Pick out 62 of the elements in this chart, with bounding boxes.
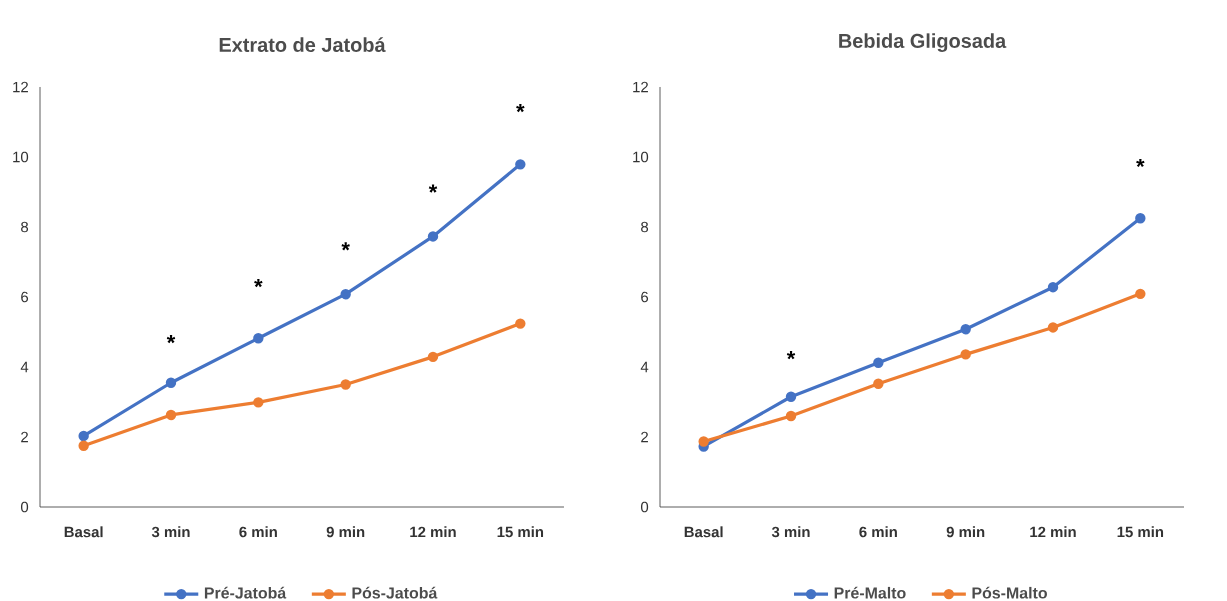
y-tick-label: 12 xyxy=(13,81,28,93)
point xyxy=(253,333,264,344)
point xyxy=(785,391,797,402)
y-tick-label: 6 xyxy=(21,291,29,303)
y-tick-label: 8 xyxy=(21,221,29,233)
legend-label: Pré-Jatobá xyxy=(204,586,287,599)
point xyxy=(165,377,177,388)
point xyxy=(1047,322,1059,333)
legend-label: Pós-Jatobá xyxy=(352,586,438,599)
point xyxy=(698,436,709,447)
x-tick-label: 6 min xyxy=(239,526,277,538)
x-tick-label: 9 min xyxy=(326,526,365,538)
y-tick-label: 6 xyxy=(641,291,649,303)
x-tick-label: Basal xyxy=(64,526,103,538)
point xyxy=(340,379,351,390)
y-tick-label: 4 xyxy=(20,361,29,373)
chart-title: Extrato de Jatobá xyxy=(219,37,386,52)
point xyxy=(960,349,971,360)
y-tick-label: 10 xyxy=(633,151,649,163)
y-tick-label: 2 xyxy=(641,431,648,443)
x-tick-label: 6 min xyxy=(859,526,897,538)
chart-title: Bebida Gligosada xyxy=(839,33,1007,52)
y-tick-label: 12 xyxy=(633,81,648,93)
point xyxy=(253,397,264,408)
point xyxy=(873,378,884,389)
point xyxy=(1135,288,1146,300)
legend-label: Pré-Malto xyxy=(834,586,906,599)
y-tick-label: 4 xyxy=(640,361,649,373)
point xyxy=(78,440,89,451)
annotation: * xyxy=(1136,158,1145,168)
annotation: * xyxy=(254,278,263,288)
y-tick-label: 2 xyxy=(21,431,28,443)
legend-label: Pós-Malto xyxy=(972,586,1047,599)
y-tick-label: 0 xyxy=(641,501,649,513)
annotation: * xyxy=(166,334,176,344)
annotation: * xyxy=(516,103,525,113)
x-tick-label: 12 min xyxy=(410,526,456,538)
y-tick-label: 8 xyxy=(641,221,649,233)
x-tick-label: 3 min xyxy=(151,526,190,538)
point xyxy=(1135,213,1146,224)
annotation: * xyxy=(428,184,438,193)
point xyxy=(1047,281,1059,293)
x-tick-label: 9 min xyxy=(946,526,985,538)
point xyxy=(515,159,526,170)
point xyxy=(427,231,439,242)
x-tick-label: Basal xyxy=(684,526,723,538)
x-tick-label: 12 min xyxy=(1030,526,1076,538)
y-tick-label: 10 xyxy=(13,151,29,163)
x-tick-label: 3 min xyxy=(771,526,810,538)
point xyxy=(427,351,439,363)
x-tick-label: 15 min xyxy=(497,526,544,538)
y-tick-label: 0 xyxy=(20,501,29,513)
point xyxy=(340,288,351,300)
annotation: * xyxy=(341,242,350,251)
point xyxy=(873,357,884,368)
x-tick-label: 15 min xyxy=(1117,526,1164,538)
point xyxy=(515,318,526,329)
annotation: * xyxy=(786,351,796,360)
point xyxy=(78,430,89,442)
point xyxy=(960,324,971,335)
point xyxy=(785,410,797,422)
point xyxy=(165,409,177,421)
